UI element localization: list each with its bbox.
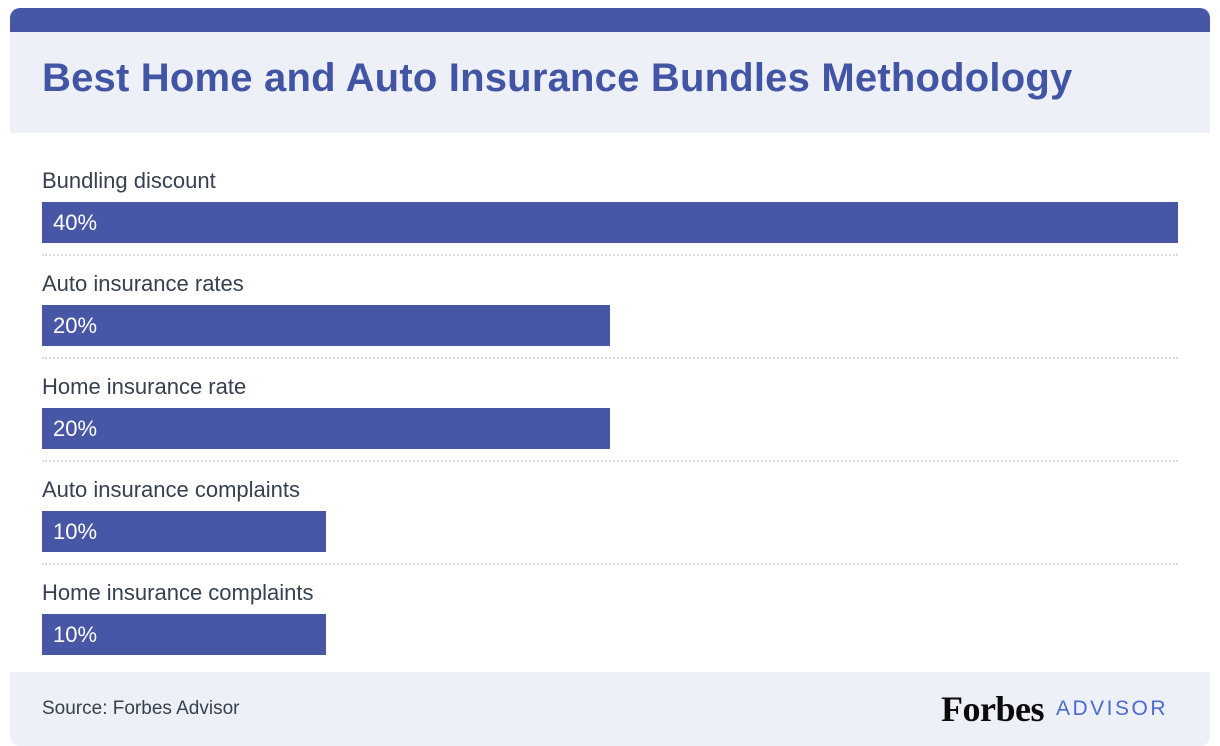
bar-value-label: 20% <box>53 312 98 338</box>
bar-track: 20% <box>42 408 1178 449</box>
bar-category-label: Home insurance complaints <box>42 580 314 605</box>
forbes-wordmark: Forbes <box>940 689 1044 729</box>
forbes-advisor-logo: Forbes ADVISOR <box>941 688 1168 730</box>
bar-chart: Bundling discount 40% Auto insurance rates… <box>10 133 1210 672</box>
bar-track: 40% <box>42 202 1178 243</box>
chart-row: Home insurance complaints 10% <box>42 565 1178 666</box>
bar-track: 10% <box>42 614 1178 655</box>
bar-value-label: 20% <box>53 415 98 441</box>
bar-track: 20% <box>42 305 1178 346</box>
chart-row: Auto insurance rates 20% <box>42 256 1178 359</box>
chart-row: Home insurance rate 20% <box>42 359 1178 462</box>
bar-category-label: Home insurance rate <box>42 374 247 399</box>
chart-card: Best Home and Auto Insurance Bundles Met… <box>10 8 1210 746</box>
page-title: Best Home and Auto Insurance Bundles Met… <box>42 56 1073 100</box>
bar-category-label: Auto insurance complaints <box>42 477 301 502</box>
chart-footer: Source: Forbes Advisor Forbes ADVISOR <box>10 672 1210 746</box>
bar-track: 10% <box>42 511 1178 552</box>
bar-value-label: 10% <box>53 518 98 544</box>
bar: 10% <box>42 511 326 552</box>
advisor-wordmark: ADVISOR <box>1055 697 1168 720</box>
bar: 20% <box>42 408 610 449</box>
bar-category-label: Bundling discount <box>42 168 216 193</box>
bar-value-label: 10% <box>53 621 98 647</box>
bar-category-label: Auto insurance rates <box>42 271 244 296</box>
source-text: Source: Forbes Advisor <box>42 698 240 719</box>
chart-header: Best Home and Auto Insurance Bundles Met… <box>10 32 1210 133</box>
chart-row: Auto insurance complaints 10% <box>42 462 1178 565</box>
top-accent-bar <box>10 8 1210 32</box>
bar: 20% <box>42 305 610 346</box>
bar: 10% <box>42 614 326 655</box>
bar: 40% <box>42 202 1178 243</box>
bar-value-label: 40% <box>53 209 98 235</box>
chart-row: Bundling discount 40% <box>42 153 1178 256</box>
